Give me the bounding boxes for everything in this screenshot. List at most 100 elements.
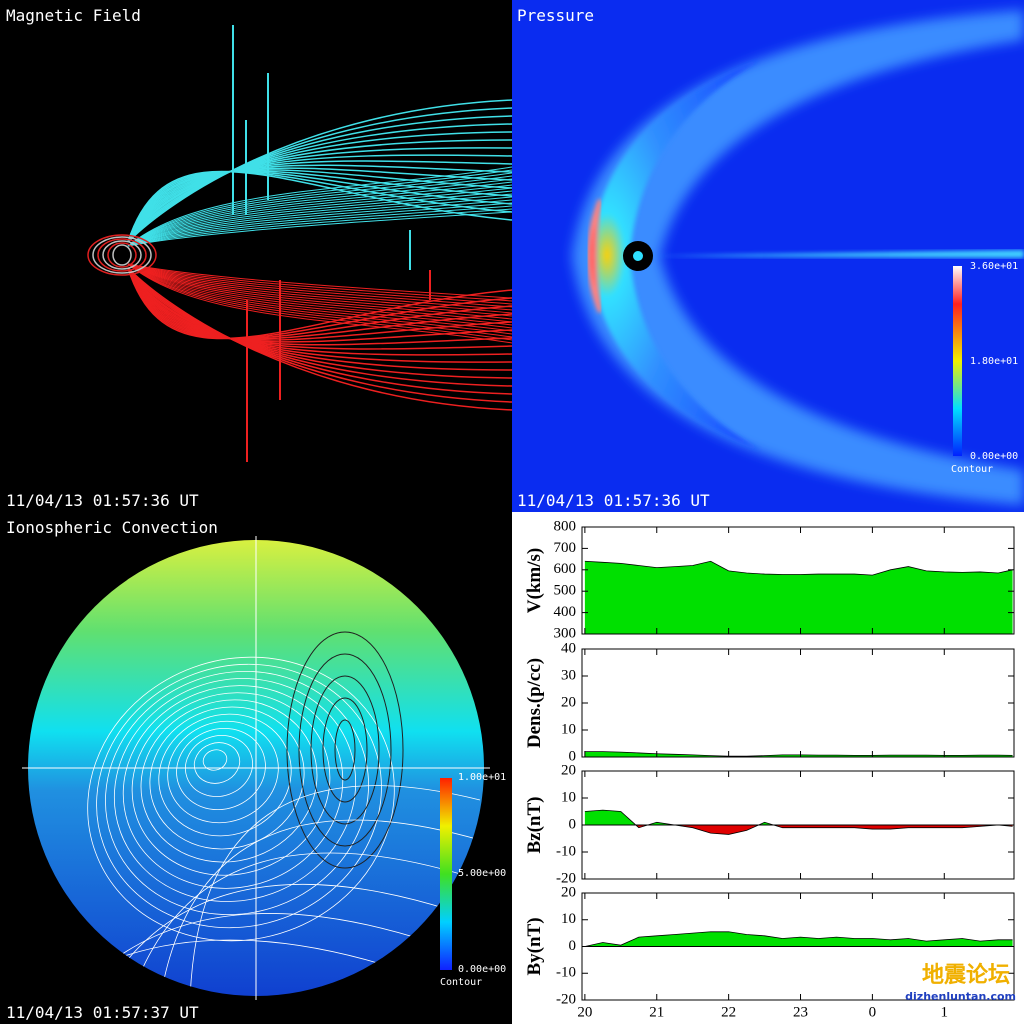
colorbar-label: 0.00e+00 [458,964,506,975]
field-line [127,267,513,340]
field-line [127,263,513,326]
field-line [127,139,513,243]
timestamp: 11/04/13 01:57:37 UT [6,1003,199,1022]
field-line [127,267,513,411]
contour [159,819,481,996]
earth-coil [112,244,132,266]
y-tick-label: 400 [554,604,577,620]
y-tick-label: -20 [556,870,576,886]
y-tick-label: 500 [554,583,577,599]
field-line [127,267,513,350]
field-line [127,267,513,343]
field-line [127,267,513,387]
field-line [127,263,513,344]
x-tick-label: 22 [721,1004,736,1020]
field-line [127,115,513,243]
panel-title: Magnetic Field [6,6,141,25]
contour [298,653,392,847]
y-tick-label: 20 [561,762,576,778]
colorbar-label: 1.80e+01 [970,356,1018,367]
line [584,931,1013,947]
field-line [127,267,513,340]
field-line [127,181,513,247]
field-line [127,160,513,243]
y-axis-title: Bz(nT) [524,797,545,854]
y-tick-label: 0 [569,938,577,954]
field-line [127,131,513,243]
field-line [127,263,513,305]
line [584,809,1013,835]
y-tick-label: 300 [554,625,577,641]
field-line [127,263,513,317]
contour [122,685,344,889]
contour [193,742,241,784]
y-tick-label: -10 [556,965,576,981]
contour [202,749,228,771]
field-line [127,211,513,247]
earth-coil [107,242,137,268]
field-line [127,170,513,243]
earth-coil [92,236,152,274]
field-line [127,205,513,247]
y-tick-label: 30 [561,667,576,683]
earth-coil [87,234,157,276]
area [584,561,1013,634]
pressure-map [572,10,1024,505]
earth-coil [102,240,142,270]
solar-wind-charts: 300400500600700800V(km/s)010203040Dens.(… [524,518,1015,1020]
contour [286,631,404,869]
colorbar-label: 5.00e+00 [458,868,506,879]
contour [185,735,253,797]
plot-frame [581,526,1015,635]
field-line [127,267,513,363]
colorbar [440,778,452,970]
colorbar [953,266,962,456]
y-tick-label: 800 [554,518,577,534]
field-line [127,147,513,243]
field-line [127,263,513,302]
field-line [127,167,513,243]
timestamp: 11/04/13 01:57:36 UT [517,491,710,510]
field-line [127,196,513,247]
contour [87,656,395,942]
contour [176,727,266,811]
contour [99,883,481,996]
contour [334,719,356,781]
contour [322,697,368,803]
field-line [127,267,513,371]
field-line [127,267,513,346]
field-line [127,267,513,403]
field-line [127,170,513,243]
contour [167,720,279,824]
watermark-url: dizhenluntan.com [905,990,1016,1003]
y-tick-label: -10 [556,843,576,859]
field-line [127,166,513,247]
field-line [127,267,513,340]
y-tick-label: -20 [556,991,576,1007]
colorbar-label: 0.00e+00 [970,451,1018,462]
field-line [127,154,513,243]
contour [149,706,305,850]
watermark: 地震论坛 [922,962,1010,988]
field-line [127,208,513,247]
field-line [127,263,513,308]
timestamp: 11/04/13 01:57:36 UT [6,491,199,510]
field-line [127,123,513,243]
contour [131,692,331,876]
field-line [127,170,513,243]
y-tick-label: 20 [561,694,576,710]
field-line [127,263,513,332]
field-line [127,263,513,329]
y-tick-label: 0 [569,816,577,832]
field-line [127,175,513,247]
field-line [127,263,513,314]
field-line [127,202,513,247]
y-axis-title: By(nT) [524,917,545,975]
x-tick-label: 20 [577,1004,592,1020]
field-line [127,267,513,340]
line [584,560,1013,576]
field-line [127,99,513,243]
field-line [127,178,513,247]
contour [113,678,357,902]
colorbar-label: 3.60e+01 [970,261,1018,272]
